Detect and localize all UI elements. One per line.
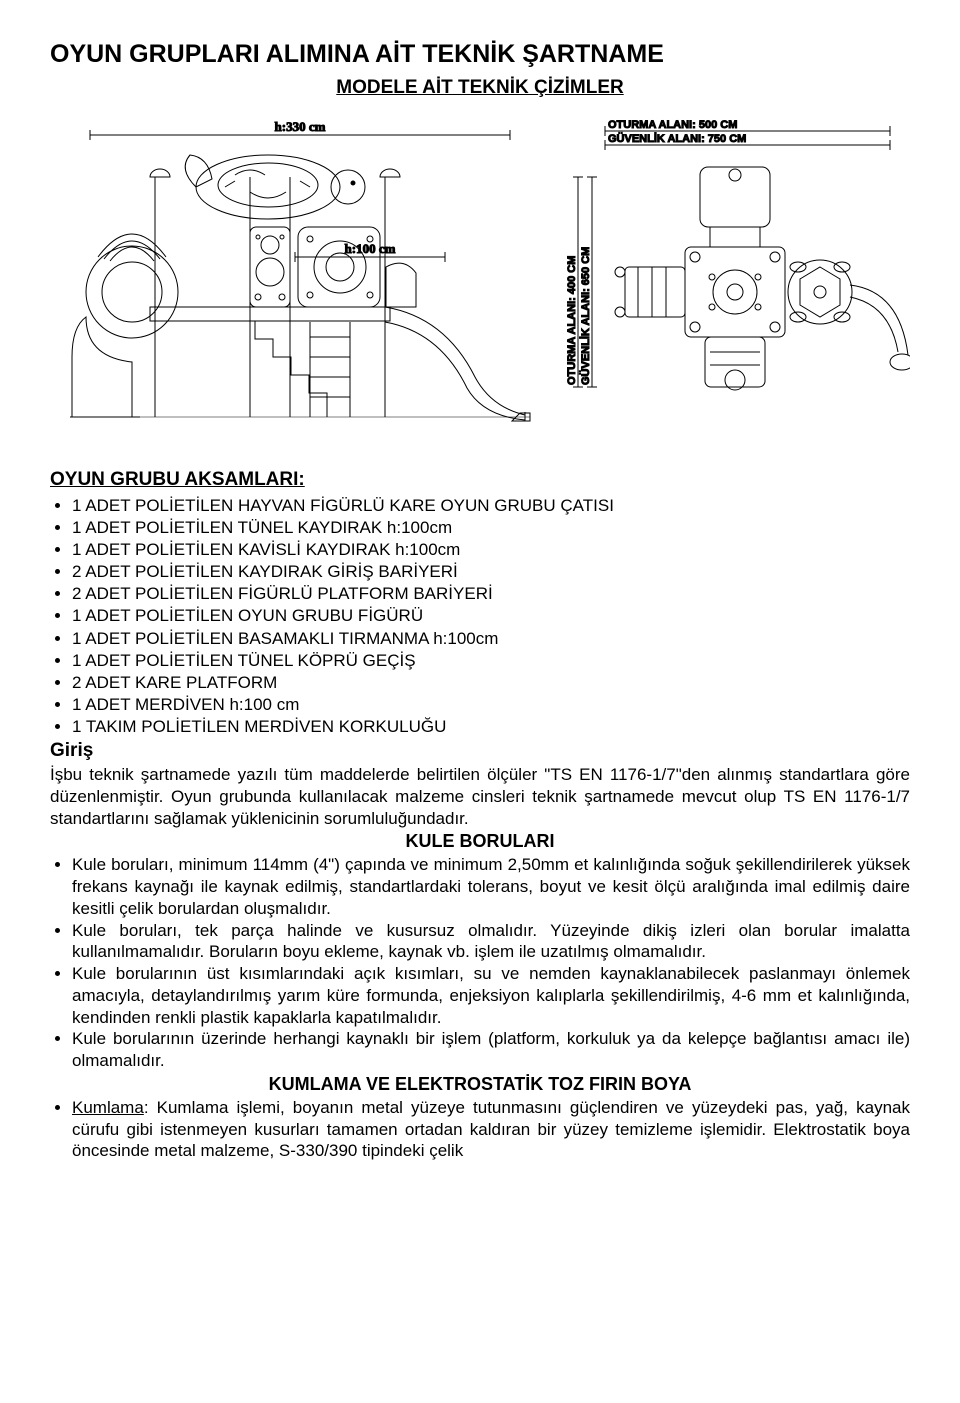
parts-heading: OYUN GRUBU AKSAMLARI: (50, 469, 910, 491)
dim-h330: h:330 cm (275, 119, 326, 134)
page-title: OYUN GRUPLARI ALIMINA AİT TEKNİK ŞARTNAM… (50, 40, 910, 69)
kumlama-label: Kumlama (72, 1098, 144, 1117)
label-guvenlik-v: GÜVENLİK ALANI: 650 CM (579, 247, 592, 385)
part-item: 1 ADET POLİETİLEN KAVİSLİ KAYDIRAK h:100… (72, 539, 910, 561)
part-item: 1 ADET POLİETİLEN OYUN GRUBU FİGÜRÜ (72, 605, 910, 627)
technical-drawing: h:330 cm h:100 cm (50, 117, 910, 447)
kule-bullets: Kule boruları, minimum 114mm (4") çapınd… (50, 854, 910, 1072)
part-item: 1 ADET POLİETİLEN BASAMAKLI TIRMANMA h:1… (72, 628, 910, 650)
part-item: 1 ADET POLİETİLEN TÜNEL KAYDIRAK h:100cm (72, 517, 910, 539)
parts-list: 1 ADET POLİETİLEN HAYVAN FİGÜRLÜ KARE OY… (50, 495, 910, 738)
part-item: 1 ADET POLİETİLEN TÜNEL KÖPRÜ GEÇİŞ (72, 650, 910, 672)
kumlama-bullet: Kumlama: Kumlama işlemi, boyanın metal y… (72, 1097, 910, 1162)
kule-heading: KULE BORULARI (50, 831, 910, 852)
part-item: 1 ADET POLİETİLEN HAYVAN FİGÜRLÜ KARE OY… (72, 495, 910, 517)
part-item: 2 ADET KARE PLATFORM (72, 672, 910, 694)
kule-bullet: Kule boruları, minimum 114mm (4") çapınd… (72, 854, 910, 919)
page-subtitle: MODELE AİT TEKNİK ÇİZİMLER (50, 77, 910, 99)
label-guvenlik-h: GÜVENLİK ALANI: 750 CM (608, 132, 746, 145)
label-oturma-v: OTURMA ALANI: 400 CM (566, 256, 578, 385)
kumlama-heading: KUMLAMA VE ELEKTROSTATİK TOZ FIRIN BOYA (50, 1074, 910, 1095)
giris-body: İşbu teknik şartnamede yazılı tüm maddel… (50, 764, 910, 829)
kule-bullet: Kule borularının üst kısımlarındaki açık… (72, 963, 910, 1028)
dim-h100: h:100 cm (345, 241, 396, 256)
part-item: 1 ADET MERDİVEN h:100 cm (72, 694, 910, 716)
label-oturma-h: OTURMA ALANI: 500 CM (608, 119, 737, 131)
part-item: 2 ADET POLİETİLEN KAYDIRAK GİRİŞ BARİYER… (72, 561, 910, 583)
kule-bullet: Kule boruları, tek parça halinde ve kusu… (72, 920, 910, 964)
kumlama-bullets: Kumlama: Kumlama işlemi, boyanın metal y… (50, 1097, 910, 1162)
kule-bullet: Kule borularının üzerinde herhangi kayna… (72, 1028, 910, 1072)
kumlama-body: : Kumlama işlemi, boyanın metal yüzeye t… (72, 1098, 910, 1161)
part-item: 1 TAKIM POLİETİLEN MERDİVEN KORKULUĞU (72, 716, 910, 738)
giris-heading: Giriş (50, 740, 910, 762)
part-item: 2 ADET POLİETİLEN FİGÜRLÜ PLATFORM BARİY… (72, 583, 910, 605)
